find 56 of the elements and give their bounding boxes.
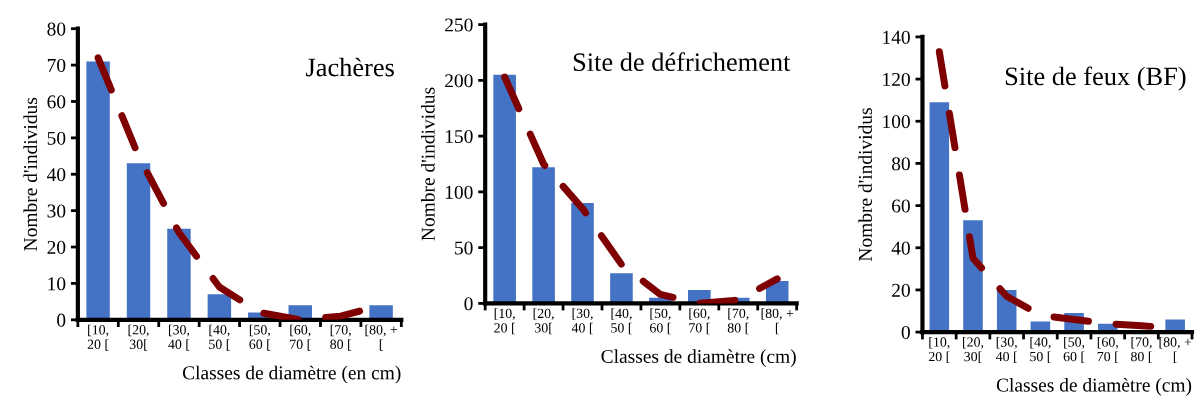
x-tick-label: [50, 60 [ [1063,336,1085,363]
x-axis-title: Classes de diamètre (cm) [601,349,796,367]
y-tick-label: 30 [47,204,66,218]
y-axis-title: Nombre d'individus [858,108,872,262]
y-tick-label: 40 [47,168,66,182]
x-tick-label: [20, 30[ [533,308,554,335]
x-tick-label: [80, + [ [365,324,398,351]
y-tick-label: 40 [891,241,910,255]
x-tick-label: [20, 30[ [963,336,984,363]
x-axis-title: Classes de diamètre (cm) [996,377,1192,396]
x-tick-label: [70, 80 [ [1131,336,1152,363]
y-tick-label: 70 [47,58,66,73]
y-tick-label: 0 [464,297,473,311]
x-tick-label: [40, 50 [ [611,308,632,335]
y-tick-label: 200 [445,74,473,88]
y-axis-title: Nombre d'individus [421,87,435,241]
x-tick-label: [60, 70 [ [1097,336,1119,363]
y-tick-label: 80 [47,22,66,36]
x-tick-label: [50, 60 [ [650,308,671,335]
x-tick-label: [70, 80 [ [727,308,749,335]
y-tick-label: 140 [883,30,910,44]
y-tick-label: 150 [445,129,473,144]
y-tick-label: 100 [883,115,910,129]
x-tick-label: [30, 40 [ [995,336,1018,363]
y-tick-label: 100 [445,185,473,199]
y-tick-label: 50 [455,241,473,255]
text: Jachères [306,57,394,77]
y-tick-label: 50 [47,131,66,145]
y-tick-label: 20 [892,283,910,297]
y-tick-label: 60 [892,199,910,213]
x-tick-label: [40, 50 [ [1030,336,1051,363]
y-axis-title: Nombre d'individus [23,97,38,251]
x-tick-label: [70, 80 [ [330,324,352,351]
text: Site de feux (BF) [1005,66,1186,91]
text: Site de défrichement [573,52,791,72]
x-tick-label: [80, + [ [761,308,794,335]
x-tick-label: [10, 20 [ [494,308,516,335]
x-tick-label: [10, 20 [ [87,324,109,351]
x-tick-label: [40, 50 [ [209,324,230,351]
y-tick-label: 0 [57,313,66,327]
x-tick-label: [80, + [ [1159,336,1192,363]
x-axis-title: Classes de diamètre (en cm) [182,365,401,384]
y-tick-label: 10 [48,277,66,291]
y-tick-label: 20 [47,240,66,254]
x-tick-label: [10, 20 [ [928,336,950,363]
x-tick-label: [60, 70 [ [290,324,311,351]
x-tick-label: [50, 60 [ [249,324,271,351]
x-tick-label: [20, 30[ [128,324,149,351]
y-tick-label: 0 [901,325,910,340]
y-tick-label: 60 [47,95,66,109]
x-tick-label: [30, 40 [ [571,308,594,335]
x-tick-label: [60, 70 [ [689,308,710,335]
y-tick-label: 80 [891,157,910,171]
y-tick-label: 250 [445,18,473,32]
x-tick-label: [30, 40 [ [168,324,190,351]
y-tick-label: 120 [883,72,910,87]
